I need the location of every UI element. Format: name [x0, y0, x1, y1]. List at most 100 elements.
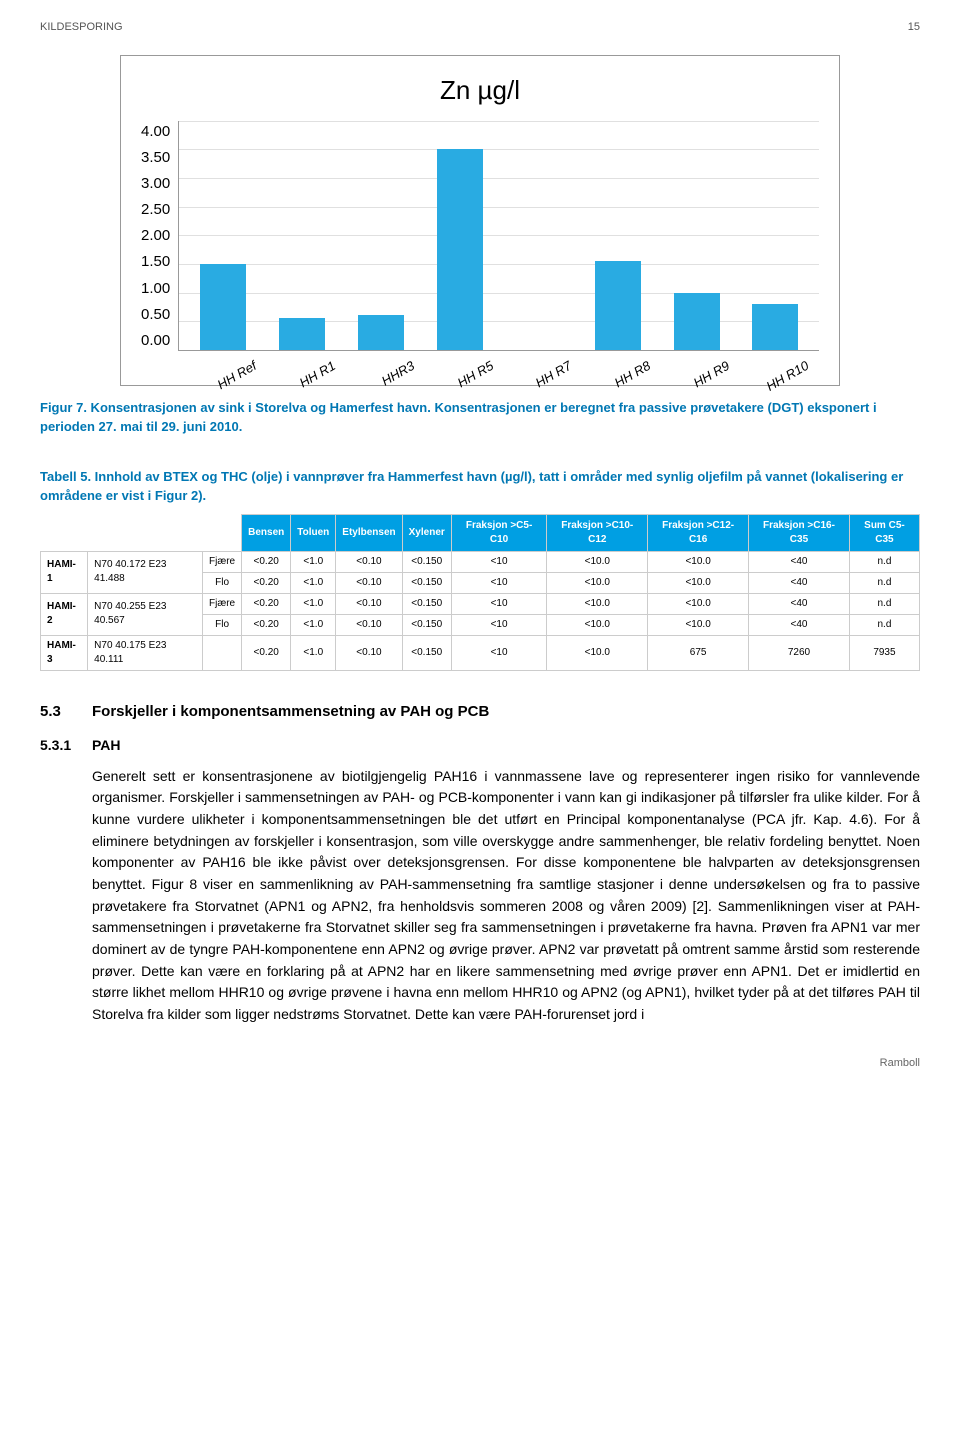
bar-hhr3 — [358, 315, 404, 349]
y-tick: 3.50 — [141, 147, 170, 168]
table-cell: 675 — [648, 635, 749, 670]
table-cell: <10.0 — [547, 572, 648, 593]
table-cell: N70 40.255 E23 40.567 — [88, 593, 203, 635]
y-tick: 0.00 — [141, 330, 170, 351]
chart-title: Zn µg/l — [141, 72, 819, 108]
table-cell: <10.0 — [547, 635, 648, 670]
bar-hhr1 — [279, 318, 325, 349]
x-label: HH R1 — [290, 357, 339, 396]
table-cell: <1.0 — [291, 551, 336, 572]
table-cell: <40 — [749, 614, 850, 635]
table-header-cell — [41, 514, 88, 551]
table-cell: <10.0 — [547, 593, 648, 614]
table-cell: Flo — [203, 572, 242, 593]
table-cell: <10.0 — [648, 614, 749, 635]
table-cell: <10.0 — [547, 551, 648, 572]
table-cell: n.d — [849, 572, 919, 593]
zn-chart: Zn µg/l 4.003.503.002.502.001.501.000.50… — [120, 55, 840, 386]
table-row: HAMI-1N70 40.172 E23 41.488Fjære<0.20<1.… — [41, 551, 920, 572]
table-cell: <0.20 — [242, 572, 291, 593]
table-cell: <0.10 — [336, 572, 402, 593]
x-label: HH R10 — [763, 357, 812, 396]
section-heading: 5.3 Forskjeller i komponentsammensetning… — [40, 701, 920, 722]
table-cell: <0.150 — [402, 593, 451, 614]
table-header-cell: Fraksjon >C5-C10 — [451, 514, 547, 551]
table-header-cell: Xylener — [402, 514, 451, 551]
table-cell: <10 — [451, 551, 547, 572]
table-cell: <10 — [451, 614, 547, 635]
table-cell: <10.0 — [648, 572, 749, 593]
table-caption: Tabell 5. Innhold av BTEX og THC (olje) … — [40, 467, 920, 506]
y-tick: 1.00 — [141, 278, 170, 299]
x-label: HHR3 — [369, 357, 418, 396]
y-tick: 2.00 — [141, 225, 170, 246]
table-cell: <0.10 — [336, 551, 402, 572]
table-header-cell: Etylbensen — [336, 514, 402, 551]
y-tick: 2.50 — [141, 199, 170, 220]
table-header-cell: Fraksjon >C16-C35 — [749, 514, 850, 551]
x-label: HH R7 — [527, 357, 576, 396]
table-body: HAMI-1N70 40.172 E23 41.488Fjære<0.20<1.… — [41, 551, 920, 670]
table-header-cell: Fraksjon >C12-C16 — [648, 514, 749, 551]
plot-area — [178, 121, 819, 351]
table-cell — [203, 635, 242, 670]
table-header-cell — [203, 514, 242, 551]
table-cell: HAMI-3 — [41, 635, 88, 670]
table-cell: n.d — [849, 551, 919, 572]
table-cell: <0.20 — [242, 635, 291, 670]
header-right: 15 — [908, 20, 920, 35]
y-tick: 0.50 — [141, 304, 170, 325]
table-row: HAMI-2N70 40.255 E23 40.567Fjære<0.20<1.… — [41, 593, 920, 614]
x-axis: HH RefHH R1HHR3HH R5HH R7HH R8HH R9HH R1… — [189, 357, 819, 375]
table-cell: <0.20 — [242, 551, 291, 572]
table-cell: <0.20 — [242, 593, 291, 614]
table-cell: N70 40.175 E23 40.111 — [88, 635, 203, 670]
table-cell: <0.10 — [336, 635, 402, 670]
table-header-cell: Fraksjon >C10-C12 — [547, 514, 648, 551]
table-cell: HAMI-2 — [41, 593, 88, 635]
x-label: HH R9 — [684, 357, 733, 396]
table-cell: <1.0 — [291, 635, 336, 670]
table-cell: <10.0 — [648, 593, 749, 614]
section-number: 5.3 — [40, 701, 76, 722]
bar-hhr8 — [595, 261, 641, 350]
x-label: HH R8 — [605, 357, 654, 396]
header-left: KILDESPORING — [40, 20, 123, 35]
table-cell: n.d — [849, 593, 919, 614]
bar-hhr9 — [674, 293, 720, 350]
y-tick: 1.50 — [141, 251, 170, 272]
figure-caption: Figur 7. Konsentrasjonen av sink i Store… — [40, 398, 920, 437]
y-tick: 4.00 — [141, 121, 170, 142]
body-paragraph: Generelt sett er konsentrasjonene av bio… — [92, 766, 920, 1026]
table-cell: 7935 — [849, 635, 919, 670]
bar-hhr5 — [437, 149, 483, 349]
bar-hhr10 — [752, 304, 798, 350]
table-cell: HAMI-1 — [41, 551, 88, 593]
table-cell: Fjære — [203, 551, 242, 572]
section-title: Forskjeller i komponentsammensetning av … — [92, 701, 489, 722]
table-cell: <10.0 — [547, 614, 648, 635]
table-cell: <10 — [451, 593, 547, 614]
table-header-cell: Bensen — [242, 514, 291, 551]
table-cell: <0.150 — [402, 551, 451, 572]
y-axis: 4.003.503.002.502.001.501.000.500.00 — [141, 121, 178, 351]
bars — [179, 121, 819, 350]
page-header: KILDESPORING 15 — [40, 20, 920, 35]
table-cell: <0.150 — [402, 572, 451, 593]
table-cell: <0.20 — [242, 614, 291, 635]
table-cell: <0.10 — [336, 593, 402, 614]
table-header-row: BensenToluenEtylbensenXylenerFraksjon >C… — [41, 514, 920, 551]
table-cell: <40 — [749, 593, 850, 614]
table-cell: <1.0 — [291, 572, 336, 593]
subsection-title: PAH — [92, 736, 121, 756]
table-cell: n.d — [849, 614, 919, 635]
table-cell: <1.0 — [291, 614, 336, 635]
table-cell: Fjære — [203, 593, 242, 614]
table-cell: <0.150 — [402, 635, 451, 670]
table-cell: <10 — [451, 635, 547, 670]
table-cell: <1.0 — [291, 593, 336, 614]
table-cell: <0.150 — [402, 614, 451, 635]
table-header-cell: Toluen — [291, 514, 336, 551]
table-header-cell — [88, 514, 203, 551]
table-cell: Flo — [203, 614, 242, 635]
